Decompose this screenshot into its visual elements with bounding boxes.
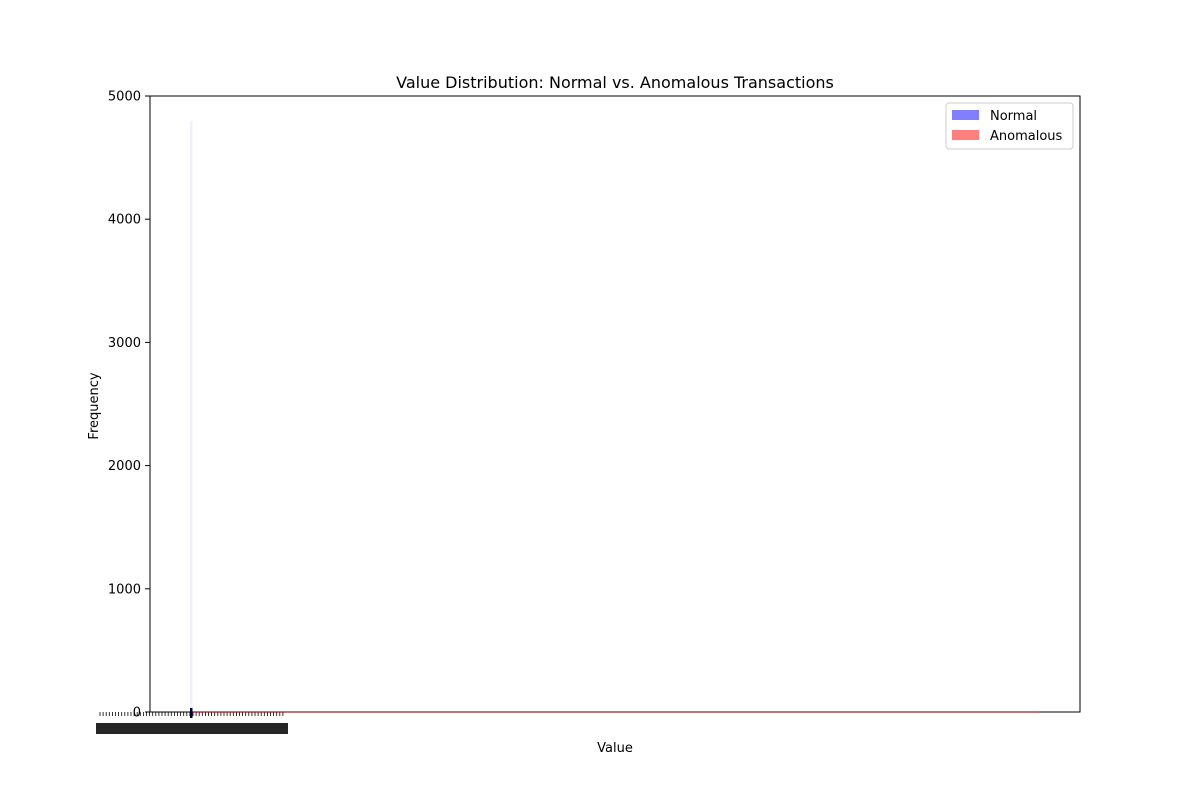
legend-label-normal: Normal	[990, 109, 1037, 124]
y-tick-label: 4000	[108, 213, 141, 228]
y-tick-label: 2000	[108, 459, 141, 474]
y-tick-label: 5000	[108, 90, 141, 105]
x-tick-label-overlap	[96, 723, 288, 734]
legend-swatch-normal	[952, 110, 979, 120]
y-axis-ticks: 010002000300040005000	[108, 90, 150, 721]
y-tick-label: 1000	[108, 582, 141, 597]
x-axis-label: Value	[597, 741, 633, 756]
plot-frame	[149, 95, 1081, 713]
bar-normal	[190, 120, 193, 712]
x-axis-tick-cluster	[96, 712, 288, 734]
legend-swatch-anomalous	[952, 130, 979, 140]
bar-anomalous	[191, 711, 1039, 713]
y-tick-label: 3000	[108, 336, 141, 351]
legend: Normal Anomalous	[945, 102, 1074, 150]
chart-title: Value Distribution: Normal vs. Anomalous…	[396, 73, 834, 92]
y-axis-label: Frequency	[87, 372, 102, 439]
histogram-bars	[190, 120, 1039, 718]
legend-label-anomalous: Anomalous	[990, 129, 1063, 144]
bar-normal-base	[190, 708, 193, 718]
